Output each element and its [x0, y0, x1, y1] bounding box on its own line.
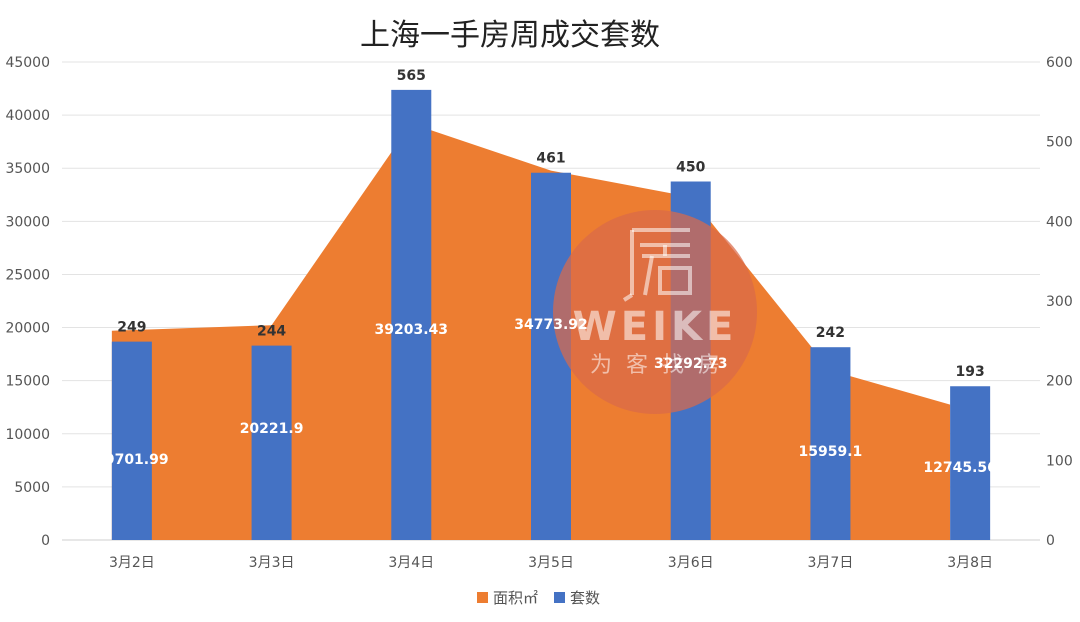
y-right-tick-label: 500	[1046, 135, 1073, 151]
bar-data-labels: 249 244 565 461 450 242 193	[117, 68, 985, 380]
area-data-label: 34773.92	[514, 317, 588, 333]
bar	[950, 386, 991, 540]
x-tick-label: 3月6日	[668, 555, 714, 571]
y-left-tick-label: 35000	[5, 161, 50, 177]
bar-data-label: 249	[117, 320, 146, 336]
watermark: WEIKE 为客找房	[553, 210, 757, 414]
bar	[111, 341, 152, 540]
area-data-label: 20221.9	[240, 421, 304, 437]
area-data-label: 15959.1	[799, 444, 863, 460]
x-tick-label: 3月5日	[528, 555, 574, 571]
x-tick-label: 3月2日	[109, 555, 155, 571]
y-axis-left: 0 5000 10000 15000 20000 25000 30000 35000 40000…	[5, 55, 50, 549]
y-axis-right: 0 100 200 300 400 500 600	[1046, 55, 1073, 549]
y-right-tick-label: 600	[1046, 55, 1073, 71]
y-left-tick-label: 0	[41, 533, 50, 549]
watermark-sub-text: 为客找房	[590, 353, 734, 378]
legend-label-area: 面积㎡	[493, 589, 538, 607]
area-data-label: 32292.73	[654, 356, 728, 372]
y-left-tick-label: 40000	[5, 108, 50, 124]
x-tick-label: 3月4日	[388, 555, 434, 571]
watermark-circle	[553, 210, 757, 414]
watermark-logo-text: WEIKE	[573, 304, 738, 350]
y-left-tick-label: 5000	[14, 480, 50, 496]
bar	[251, 345, 292, 540]
bar-data-label: 193	[956, 364, 985, 380]
bar-data-label: 244	[257, 324, 286, 340]
y-right-tick-label: 100	[1046, 453, 1073, 469]
bar-data-label: 242	[816, 325, 845, 341]
legend-swatch-area	[477, 592, 488, 603]
area-data-label: 12745.56	[923, 460, 997, 476]
y-right-tick-label: 200	[1046, 374, 1073, 390]
chart-title: 上海一手房周成交套数	[360, 18, 660, 53]
bar-data-label: 565	[397, 68, 426, 84]
y-left-tick-label: 10000	[5, 427, 50, 443]
y-left-tick-label: 45000	[5, 55, 50, 71]
bar	[810, 347, 851, 540]
y-right-tick-label: 300	[1046, 294, 1073, 310]
y-left-tick-label: 20000	[5, 321, 50, 337]
y-right-tick-label: 400	[1046, 214, 1073, 230]
legend: 面积㎡ 套数	[477, 589, 600, 607]
legend-swatch-bar	[554, 592, 565, 603]
x-tick-label: 3月3日	[249, 555, 295, 571]
legend-label-bar: 套数	[570, 589, 600, 607]
x-axis: 3月2日 3月3日 3月4日 3月5日 3月6日 3月7日 3月8日	[109, 555, 993, 571]
area-data-labels: 19701.99 20221.9 39203.43 34773.92 32292.73 1…	[95, 317, 997, 476]
bar-data-label: 450	[676, 160, 705, 176]
y-left-tick-label: 15000	[5, 374, 50, 390]
y-right-tick-label: 0	[1046, 533, 1055, 549]
bar	[391, 89, 432, 540]
x-tick-label: 3月8日	[947, 555, 993, 571]
watermark-house-logo-icon	[622, 228, 692, 302]
area-data-label: 39203.43	[375, 322, 449, 338]
bar-data-label: 461	[536, 151, 565, 167]
y-left-tick-label: 30000	[5, 214, 50, 230]
area-data-label: 19701.99	[95, 452, 169, 468]
x-tick-label: 3月7日	[808, 555, 854, 571]
y-left-tick-label: 25000	[5, 267, 50, 283]
